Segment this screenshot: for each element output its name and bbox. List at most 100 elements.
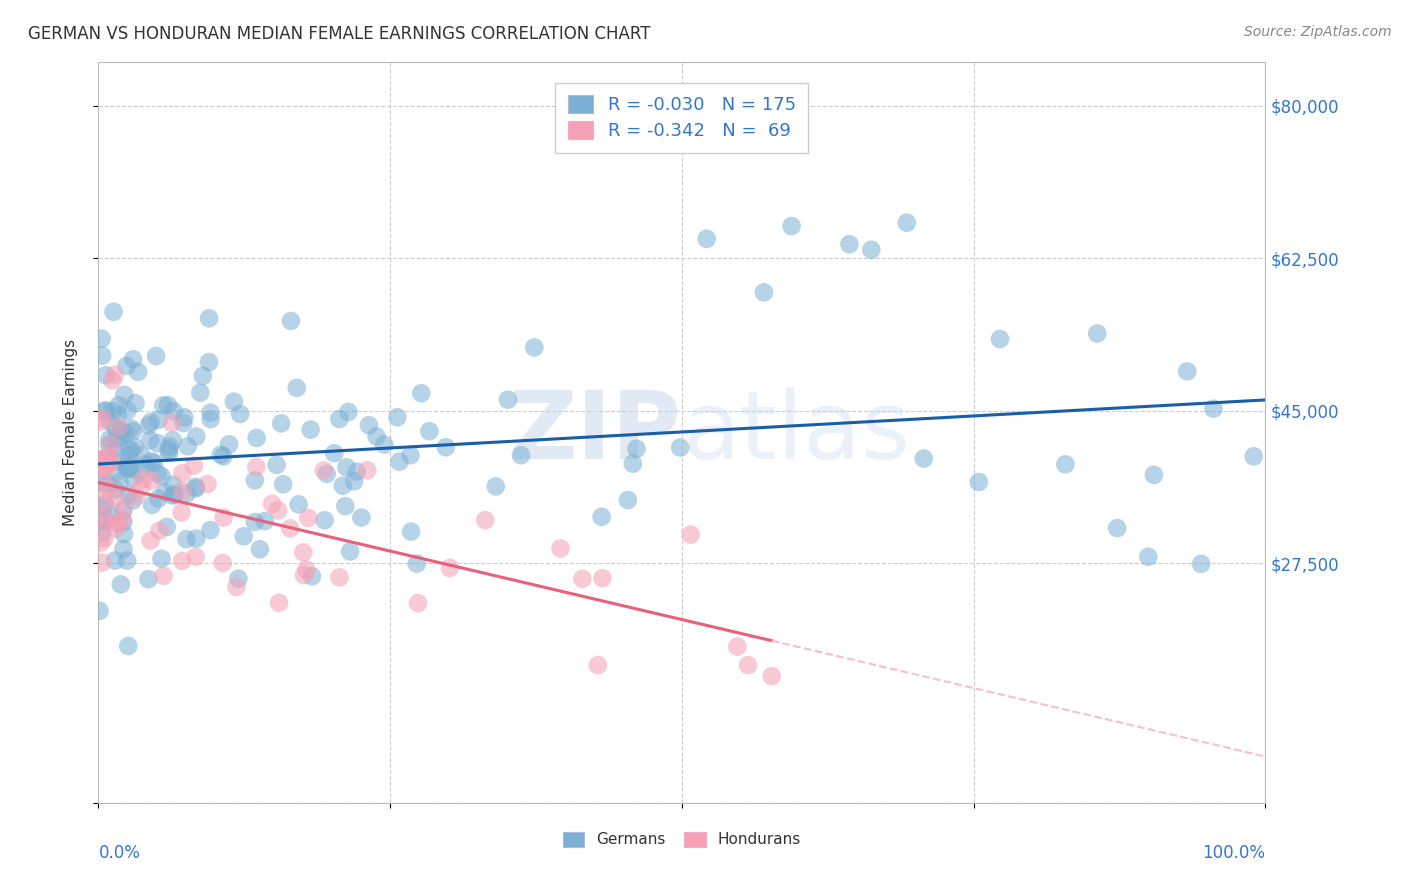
Point <box>287 498 309 512</box>
Point <box>91 411 114 425</box>
Point <box>89 475 111 490</box>
Point <box>139 434 162 448</box>
Point <box>117 442 139 456</box>
Point <box>1202 401 1225 416</box>
Point <box>110 577 132 591</box>
Point <box>285 381 308 395</box>
Point <box>1243 450 1265 464</box>
Point <box>98 482 121 496</box>
Point <box>1107 521 1129 535</box>
Point <box>157 442 180 457</box>
Point <box>96 514 118 528</box>
Point <box>117 487 139 501</box>
Point <box>292 568 315 582</box>
Point <box>200 523 222 537</box>
Point <box>89 604 111 618</box>
Point <box>115 457 138 471</box>
Point <box>163 488 186 502</box>
Point <box>212 450 235 464</box>
Point <box>103 443 125 458</box>
Point <box>104 522 127 536</box>
Point <box>112 541 135 556</box>
Point <box>148 413 170 427</box>
Text: atlas: atlas <box>682 386 910 479</box>
Point <box>115 553 138 567</box>
Point <box>357 418 380 433</box>
Point <box>103 304 125 318</box>
Point <box>157 398 180 412</box>
Point <box>626 442 648 456</box>
Point <box>328 412 350 426</box>
Point <box>90 526 112 541</box>
Point <box>172 416 194 430</box>
Point <box>90 332 112 346</box>
Point <box>125 489 148 503</box>
Point <box>112 527 135 541</box>
Point <box>439 561 461 575</box>
Point <box>107 516 129 530</box>
Point <box>176 486 198 500</box>
Point <box>103 453 125 467</box>
Point <box>160 416 183 430</box>
Point <box>292 545 315 559</box>
Point <box>98 453 121 467</box>
Point <box>406 596 429 610</box>
Point <box>266 458 288 472</box>
Point <box>117 639 139 653</box>
Point <box>93 516 115 530</box>
Point <box>780 219 803 233</box>
Point <box>100 437 122 451</box>
Point <box>120 421 142 435</box>
Point <box>100 509 122 524</box>
Y-axis label: Median Female Earnings: Median Female Earnings <box>63 339 77 526</box>
Point <box>163 404 186 418</box>
Point <box>262 497 284 511</box>
Point <box>176 532 198 546</box>
Point <box>112 500 135 515</box>
Point <box>200 412 222 426</box>
Point <box>696 232 718 246</box>
Point <box>115 460 138 475</box>
Point <box>172 484 194 499</box>
Point <box>418 424 440 438</box>
Point <box>153 485 176 500</box>
Point <box>96 462 118 476</box>
Point <box>115 459 138 474</box>
Point <box>172 554 194 568</box>
Point <box>100 415 122 429</box>
Point <box>111 513 134 527</box>
Point <box>115 359 138 373</box>
Point <box>138 572 160 586</box>
Point <box>101 404 124 418</box>
Point <box>94 497 117 511</box>
Point <box>211 556 233 570</box>
Point <box>523 341 546 355</box>
Point <box>184 549 207 564</box>
Point <box>315 467 337 481</box>
Point <box>621 457 644 471</box>
Point <box>373 437 395 451</box>
Point <box>1054 458 1077 472</box>
Point <box>1137 549 1160 564</box>
Point <box>243 473 266 487</box>
Point <box>356 463 378 477</box>
Point <box>1085 326 1108 341</box>
Point <box>107 420 129 434</box>
Point <box>267 503 290 517</box>
Point <box>118 462 141 476</box>
Point <box>139 533 162 548</box>
Point <box>108 475 131 490</box>
Point <box>94 454 117 468</box>
Point <box>188 385 211 400</box>
Point <box>170 506 193 520</box>
Point <box>129 466 152 480</box>
Point <box>297 511 319 525</box>
Point <box>150 469 173 483</box>
Point <box>249 542 271 557</box>
Point <box>278 521 301 535</box>
Point <box>132 472 155 486</box>
Point <box>229 407 252 421</box>
Point <box>146 467 169 481</box>
Point <box>124 396 146 410</box>
Point <box>162 477 184 491</box>
